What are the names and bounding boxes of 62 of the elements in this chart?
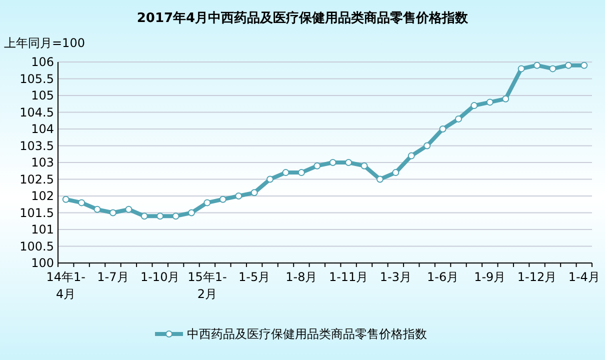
point [94,206,101,213]
y-tick-label: 104 [31,122,54,136]
legend-label: 中西药品及医疗保健用品类商品零售价格指数 [187,327,427,341]
y-axis-title: 上年同月=100 [4,36,85,50]
point [408,152,415,160]
point [125,206,132,213]
x-tick-label: 1-4月 [568,270,600,284]
x-tick-label: 1-5月 [238,270,270,284]
y-tick-label: 100 [31,256,54,270]
point [534,62,541,69]
x-tick-label: 1-7月 [97,270,129,284]
y-tick-label: 101 [31,222,54,236]
x-tick-label: 1-3月 [380,270,412,284]
point [518,65,525,72]
y-tick-label: 105 [31,88,54,102]
point [156,212,164,220]
point [345,159,352,166]
chart-title: 2017年4月中西药品及医疗保健用品类商品零售价格指数 [136,10,470,26]
point [424,142,431,150]
point [392,169,400,176]
point [549,65,556,72]
y-tick-label: 101.5 [20,206,54,220]
point [250,189,258,196]
y-tick-label: 103.5 [20,138,54,153]
x-tick-label: 1-12月 [517,270,557,284]
point [329,159,336,166]
x-tick-label: 14年1-4月 [46,270,86,301]
point [470,102,478,110]
point [580,62,588,69]
point [78,199,86,206]
point [486,98,494,106]
x-tick-label: 1-8月 [286,270,318,284]
y-tick-label: 102 [31,189,54,203]
y-tick-label: 106 [31,55,54,69]
point [188,209,195,216]
x-tick-label: 1-10月 [140,270,180,284]
point [235,192,242,200]
point [62,196,70,203]
x-tick-label: 15年1-2月 [188,270,227,301]
y-tick-label: 103 [31,156,54,170]
point [298,169,305,176]
point [502,95,510,102]
x-tick-label: 1-9月 [474,270,506,284]
point [204,199,211,206]
point [219,196,226,203]
point [314,162,321,170]
y-tick-label: 100.5 [20,239,54,254]
point [455,115,462,122]
point [266,176,274,183]
x-tick-label: 1-11月 [328,270,368,284]
point [282,169,290,176]
point [376,176,384,183]
point [172,212,180,220]
y-tick-label: 105.5 [20,72,54,86]
y-tick-label: 104.5 [20,105,54,120]
point [439,126,446,132]
y-tick-label: 102.5 [20,172,54,186]
point [360,162,368,170]
x-tick-label: 1-6月 [426,270,459,284]
point [140,212,148,220]
point [109,209,116,216]
point [564,62,572,69]
